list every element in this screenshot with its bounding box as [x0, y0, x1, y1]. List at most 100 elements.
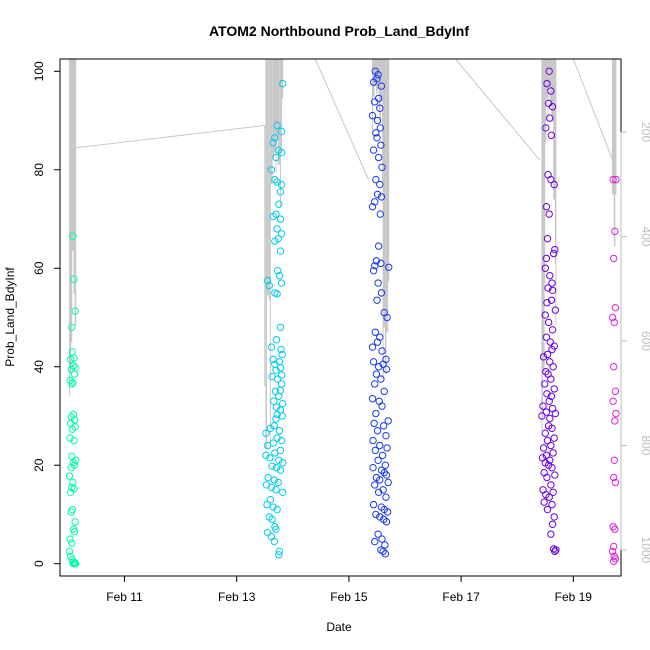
- data-point: [539, 402, 547, 410]
- data-point: [276, 364, 285, 372]
- data-point: [65, 547, 74, 556]
- data-point: [548, 286, 557, 295]
- x-tick-label: Feb 13: [218, 590, 256, 604]
- data-point: [262, 451, 270, 460]
- data-point: [262, 429, 270, 437]
- data-point: [377, 193, 386, 201]
- data-point: [273, 225, 281, 233]
- data-point: [277, 436, 286, 445]
- data-point: [538, 412, 546, 420]
- data-point: [368, 111, 377, 120]
- data-point: [610, 473, 618, 482]
- data-point: [70, 370, 79, 378]
- data-point: [549, 488, 557, 496]
- data-point: [264, 473, 272, 482]
- data-point: [543, 505, 552, 514]
- data-point: [542, 203, 551, 211]
- data-point: [372, 409, 380, 418]
- data-point: [377, 82, 386, 90]
- x-axis-label: Date: [326, 620, 352, 634]
- data-point: [548, 345, 556, 354]
- x-tick-label: Feb 17: [442, 590, 480, 604]
- data-point: [611, 525, 619, 533]
- data-point: [610, 254, 618, 263]
- data-point: [277, 230, 286, 238]
- data-point: [371, 481, 379, 489]
- data-point: [272, 415, 280, 423]
- data-point: [545, 397, 553, 405]
- data-point: [273, 505, 281, 514]
- data-point: [271, 134, 279, 142]
- data-point: [378, 163, 386, 172]
- data-point: [376, 124, 385, 132]
- data-point: [384, 478, 392, 487]
- data-point: [279, 399, 287, 408]
- data-point: [608, 313, 617, 322]
- x-tick-label: Feb 15: [330, 590, 368, 604]
- data-point: [541, 311, 549, 319]
- data-point: [608, 547, 617, 556]
- data-point: [271, 175, 279, 184]
- data-point: [379, 547, 387, 556]
- data-point: [368, 395, 377, 403]
- data-point: [379, 422, 388, 430]
- data-point: [270, 476, 279, 484]
- data-point: [68, 483, 76, 492]
- data-point: [611, 387, 620, 396]
- data-point: [610, 318, 618, 327]
- data-point: [610, 557, 618, 565]
- data-point: [611, 227, 619, 236]
- data-point: [611, 303, 620, 312]
- data-point: [276, 188, 285, 196]
- data-point: [377, 141, 385, 149]
- data-point: [275, 200, 283, 208]
- data-point: [66, 434, 74, 442]
- data-point: [542, 408, 551, 416]
- data-point: [610, 542, 618, 551]
- data-point: [275, 427, 284, 435]
- data-point: [547, 392, 556, 400]
- data-point: [542, 367, 550, 376]
- data-point: [65, 472, 74, 480]
- data-points: [65, 67, 620, 568]
- data-point: [377, 259, 385, 268]
- x-tick-label: Feb 19: [555, 590, 593, 604]
- data-point: [67, 463, 75, 472]
- y-tick-label: 40: [32, 360, 46, 374]
- right-tick-label: 600: [639, 331, 650, 351]
- data-point: [610, 363, 618, 371]
- data-point: [372, 129, 380, 137]
- data-point: [379, 486, 387, 494]
- data-point: [378, 347, 386, 355]
- data-point: [541, 264, 549, 272]
- data-point: [383, 508, 392, 516]
- data-point: [66, 488, 75, 496]
- y-tick-label: 100: [32, 61, 46, 81]
- data-point: [382, 471, 391, 479]
- data-point: [66, 355, 75, 364]
- data-point: [547, 296, 556, 304]
- data-point: [272, 463, 281, 472]
- data-point: [541, 380, 549, 388]
- data-point: [547, 530, 555, 538]
- data-point: [272, 525, 280, 533]
- data-point: [68, 539, 76, 547]
- data-point: [551, 245, 559, 254]
- data-point: [542, 254, 551, 263]
- data-point: [66, 535, 74, 543]
- data-point: [272, 486, 280, 494]
- data-point: [382, 431, 390, 440]
- data-point: [544, 284, 552, 292]
- y-axis-label: Prob_Land_BdyInf: [3, 267, 17, 367]
- data-point: [548, 463, 556, 472]
- data-point: [270, 422, 279, 430]
- data-point: [263, 500, 271, 509]
- data-point: [549, 449, 557, 457]
- data-point: [545, 67, 553, 76]
- data-point: [543, 350, 552, 359]
- data-point: [376, 476, 384, 484]
- data-point: [369, 358, 378, 366]
- data-point: [545, 210, 553, 218]
- data-point: [373, 190, 382, 199]
